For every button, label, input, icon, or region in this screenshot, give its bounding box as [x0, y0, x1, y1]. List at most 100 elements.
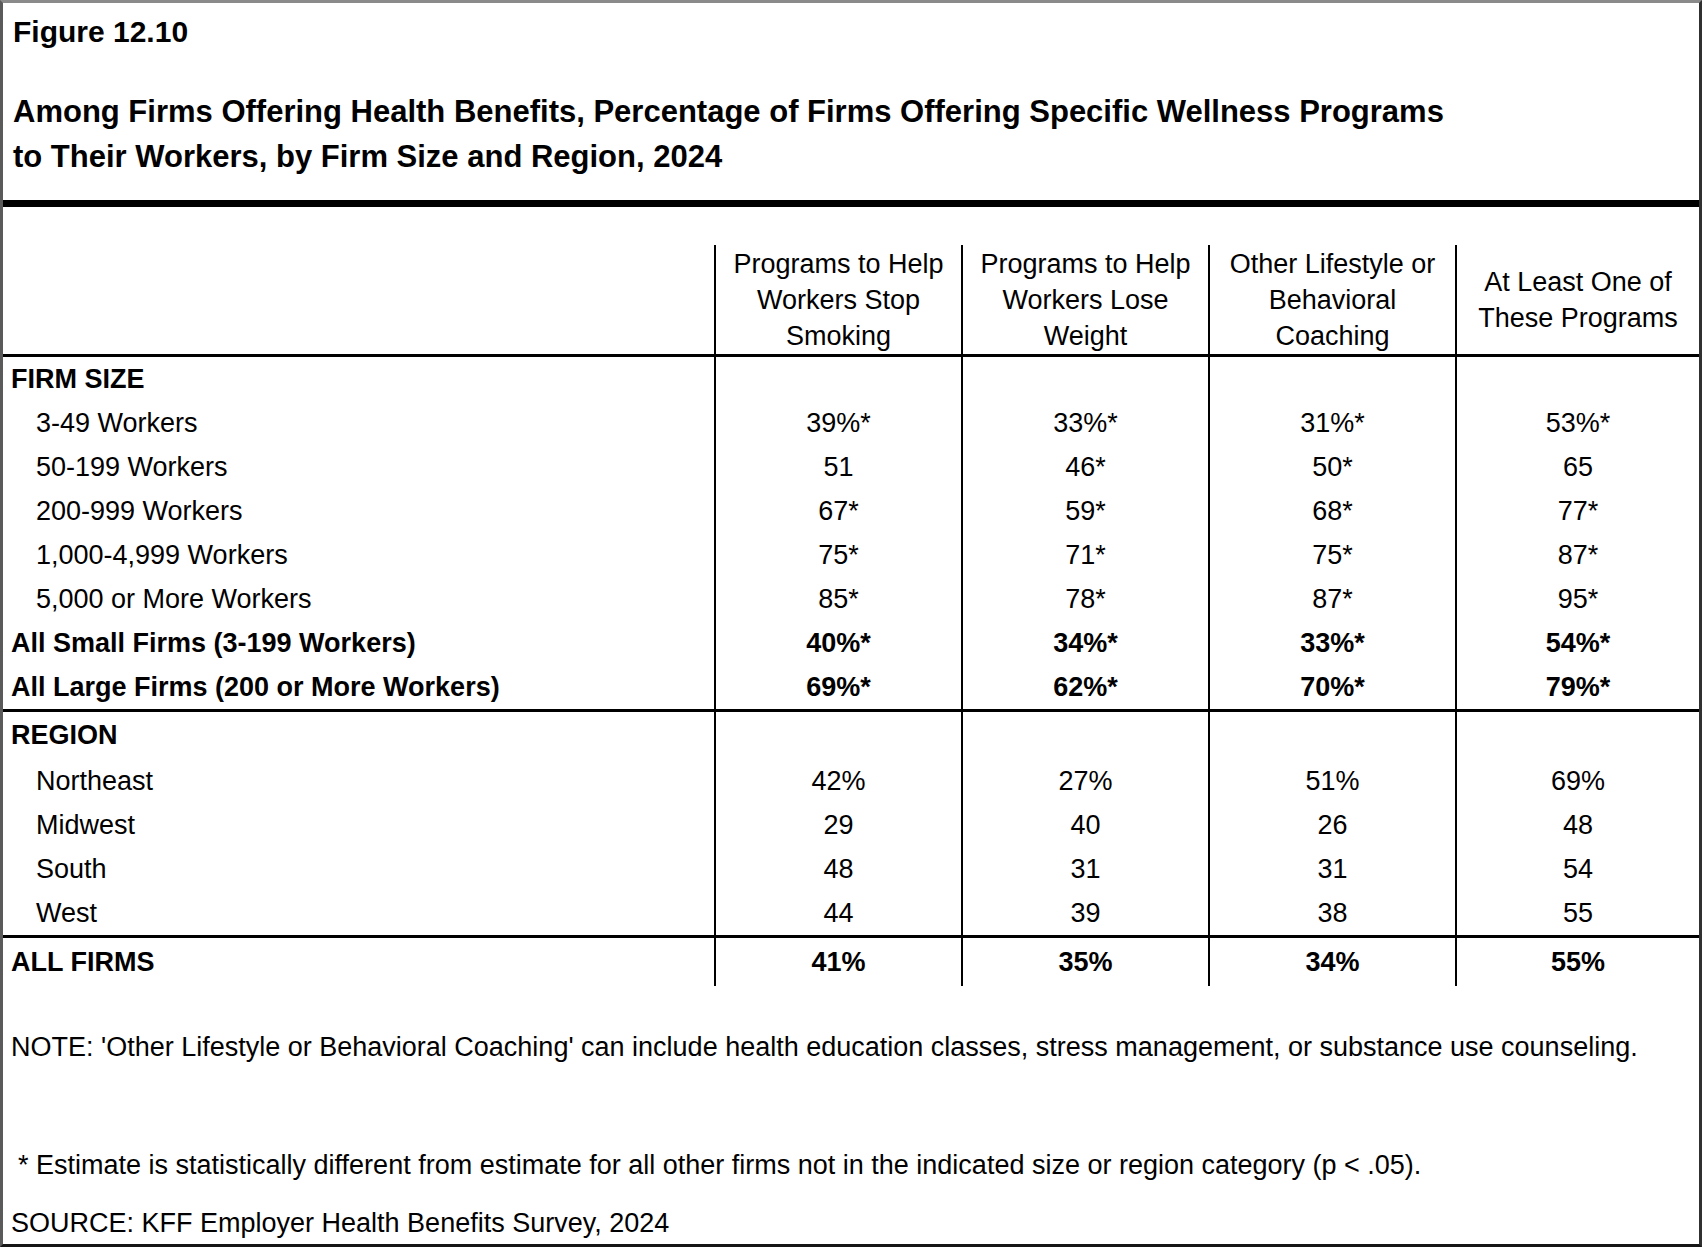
table-row-200-999-workers: 200-999 Workers 67* 59* 68* 77*	[3, 489, 1699, 533]
table-cell: 44	[714, 891, 961, 935]
figure-12-10: Figure 12.10 Among Firms Offering Health…	[0, 0, 1702, 1247]
row-label: All Small Firms (3-199 Workers)	[3, 621, 714, 665]
header-spacer	[3, 207, 1699, 245]
table-cell: 70%*	[1208, 665, 1455, 709]
table-cell: 42%	[714, 759, 961, 803]
table-cell: 29	[714, 803, 961, 847]
row-label: FIRM SIZE	[3, 357, 714, 401]
table-cell: 54	[1455, 847, 1699, 891]
table-cell: 31%*	[1208, 401, 1455, 445]
table-cell: 62%*	[961, 665, 1208, 709]
figure-title: Among Firms Offering Health Benefits, Pe…	[13, 89, 1689, 179]
table-cell	[1208, 712, 1455, 759]
table-cell: 34%*	[961, 621, 1208, 665]
row-label: Midwest	[3, 803, 714, 847]
table-cell: 48	[1455, 803, 1699, 847]
table-row-50-199-workers: 50-199 Workers 51 46* 50* 65	[3, 445, 1699, 489]
table-cell: 50*	[1208, 445, 1455, 489]
table-cell: 27%	[961, 759, 1208, 803]
table-row-5000-or-more-workers: 5,000 or More Workers 85* 78* 87* 95*	[3, 577, 1699, 621]
table-cell: 67*	[714, 489, 961, 533]
table-cell: 38	[1208, 891, 1455, 935]
row-label: 5,000 or More Workers	[3, 577, 714, 621]
table-cell: 55	[1455, 891, 1699, 935]
table-cell: 55%	[1455, 938, 1699, 986]
row-label: All Large Firms (200 or More Workers)	[3, 665, 714, 709]
table-cell	[1455, 712, 1699, 759]
table-cell: 87*	[1455, 533, 1699, 577]
table-cell: 41%	[714, 938, 961, 986]
table-cell: 87*	[1208, 577, 1455, 621]
header-empty-cell	[3, 245, 714, 354]
row-label: 50-199 Workers	[3, 445, 714, 489]
table-cell	[961, 357, 1208, 401]
table-row-midwest: Midwest 29 40 26 48	[3, 803, 1699, 847]
table-cell: 53%*	[1455, 401, 1699, 445]
table-cell: 35%	[961, 938, 1208, 986]
table-row-firm-size: FIRM SIZE	[3, 357, 1699, 401]
table-row-1000-4999-workers: 1,000-4,999 Workers 75* 71* 75* 87*	[3, 533, 1699, 577]
table-row-3-49-workers: 3-49 Workers 39%* 33%* 31%* 53%*	[3, 401, 1699, 445]
column-header-stop-smoking: Programs to Help Workers Stop Smoking	[714, 245, 961, 354]
table-row-region: REGION	[3, 709, 1699, 759]
table-cell	[1208, 357, 1455, 401]
table-cell: 46*	[961, 445, 1208, 489]
table-cell: 78*	[961, 577, 1208, 621]
table-cell: 34%	[1208, 938, 1455, 986]
table-cell: 59*	[961, 489, 1208, 533]
row-label: Northeast	[3, 759, 714, 803]
table-cell	[1455, 357, 1699, 401]
table-cell: 40%*	[714, 621, 961, 665]
table-header-row: Programs to Help Workers Stop Smoking Pr…	[3, 245, 1699, 357]
table-cell: 68*	[1208, 489, 1455, 533]
table-cell: 31	[961, 847, 1208, 891]
row-label: REGION	[3, 712, 714, 759]
title-block: Figure 12.10 Among Firms Offering Health…	[3, 3, 1699, 200]
table-cell: 31	[1208, 847, 1455, 891]
table-cell: 65	[1455, 445, 1699, 489]
table-cell: 40	[961, 803, 1208, 847]
table-cell: 39%*	[714, 401, 961, 445]
column-header-at-least-one: At Least One of These Programs	[1455, 245, 1699, 354]
table-cell: 33%*	[961, 401, 1208, 445]
footnote-asterisk: * Estimate is statistically different fr…	[18, 1149, 1421, 1181]
table-cell: 48	[714, 847, 961, 891]
table-row-all-large-firms: All Large Firms (200 or More Workers) 69…	[3, 665, 1699, 709]
table-cell: 39	[961, 891, 1208, 935]
table-cell: 51%	[1208, 759, 1455, 803]
table-cell: 79%*	[1455, 665, 1699, 709]
table-body: FIRM SIZE 3-49 Workers 39%* 33%* 31%* 53…	[3, 357, 1699, 986]
table-cell: 77*	[1455, 489, 1699, 533]
table-cell: 33%*	[1208, 621, 1455, 665]
table-cell	[714, 357, 961, 401]
column-header-behavioral-coaching: Other Lifestyle or Behavioral Coaching	[1208, 245, 1455, 354]
table-row-all-small-firms: All Small Firms (3-199 Workers) 40%* 34%…	[3, 621, 1699, 665]
table-cell	[961, 712, 1208, 759]
table-row-west: West 44 39 38 55	[3, 891, 1699, 935]
table-cell: 85*	[714, 577, 961, 621]
row-label: 200-999 Workers	[3, 489, 714, 533]
figure-label: Figure 12.10	[13, 15, 1689, 49]
table-cell: 69%*	[714, 665, 961, 709]
row-label: South	[3, 847, 714, 891]
table-cell: 51	[714, 445, 961, 489]
table-cell: 69%	[1455, 759, 1699, 803]
table-cell	[714, 712, 961, 759]
table-cell: 26	[1208, 803, 1455, 847]
table-cell: 54%*	[1455, 621, 1699, 665]
footnote-source: SOURCE: KFF Employer Health Benefits Sur…	[11, 1207, 669, 1239]
table-cell: 75*	[1208, 533, 1455, 577]
row-label: 3-49 Workers	[3, 401, 714, 445]
footnote-note: NOTE: 'Other Lifestyle or Behavioral Coa…	[11, 1031, 1638, 1063]
table-cell: 75*	[714, 533, 961, 577]
table-row-northeast: Northeast 42% 27% 51% 69%	[3, 759, 1699, 803]
table-cell: 71*	[961, 533, 1208, 577]
row-label: ALL FIRMS	[3, 938, 714, 986]
row-label: West	[3, 891, 714, 935]
row-label: 1,000-4,999 Workers	[3, 533, 714, 577]
column-header-lose-weight: Programs to Help Workers Lose Weight	[961, 245, 1208, 354]
table-row-all-firms: ALL FIRMS 41% 35% 34% 55%	[3, 935, 1699, 986]
table-cell: 95*	[1455, 577, 1699, 621]
title-divider	[3, 200, 1699, 207]
table-row-south: South 48 31 31 54	[3, 847, 1699, 891]
